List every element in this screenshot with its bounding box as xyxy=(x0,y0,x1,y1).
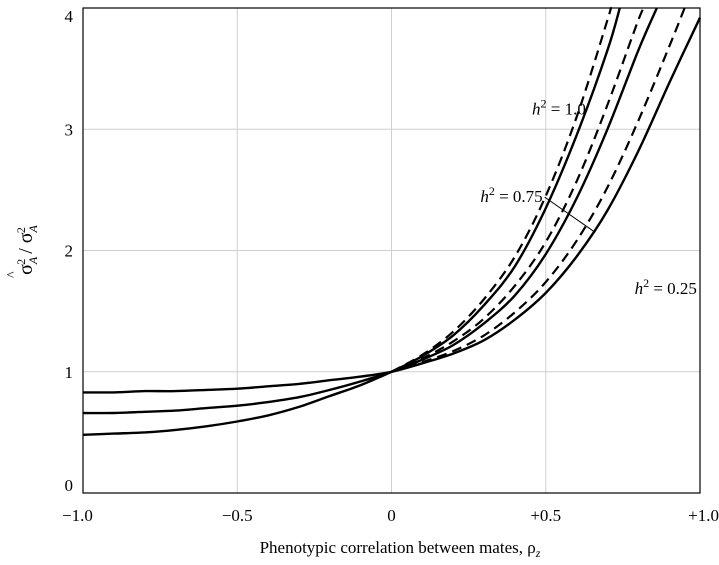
x-tick-label: −1.0 xyxy=(62,506,93,525)
y-tick-label: 1 xyxy=(65,363,74,382)
y-axis-ticks: 0 1 2 3 4 xyxy=(65,7,74,495)
plot-frame xyxy=(82,7,701,494)
y-tick-label: 3 xyxy=(65,120,74,139)
y-tick-label: 0 xyxy=(65,476,74,495)
series-line-h2-0_25-dashed xyxy=(391,7,686,373)
series-line-h2-1-solid xyxy=(82,7,621,436)
series-line-h2-0_75-solid xyxy=(82,7,658,415)
series-line-h2-0_75-dashed xyxy=(391,7,646,373)
x-axis-label-text: Phenotypic correlation between mates, ρ xyxy=(260,538,536,557)
gridlines xyxy=(82,7,701,494)
curve-annotation: h2 = 0.25 xyxy=(635,276,697,298)
x-tick-label: 0 xyxy=(387,506,396,525)
x-tick-label: +0.5 xyxy=(530,506,561,525)
y-axis-label: σA2 / σA2 ^ xyxy=(5,224,40,278)
curve-annotation: h2 = 1.0 xyxy=(532,97,586,119)
series-line-h2-1-dashed xyxy=(390,6,613,373)
series-lines xyxy=(82,6,702,436)
y-axis-label-hat: ^ xyxy=(5,271,20,278)
x-axis-label: Phenotypic correlation between mates, ρz xyxy=(260,538,541,560)
y-axis-label-text: σA2 / σA2 xyxy=(14,224,40,274)
x-tick-label: +1.0 xyxy=(688,506,719,525)
x-axis-label-subscript: z xyxy=(535,546,541,560)
annotation-leader-line xyxy=(544,196,596,233)
y-tick-label: 4 xyxy=(65,7,74,26)
x-axis-ticks: −1.0 −0.5 0 +0.5 +1.0 xyxy=(62,506,719,525)
x-tick-label: −0.5 xyxy=(222,506,253,525)
curve-annotations: h2 = 1.0 h2 = 0.75 h2 = 0.25 xyxy=(480,97,697,298)
y-tick-label: 2 xyxy=(65,242,74,261)
curve-annotation: h2 = 0.75 xyxy=(480,184,542,206)
